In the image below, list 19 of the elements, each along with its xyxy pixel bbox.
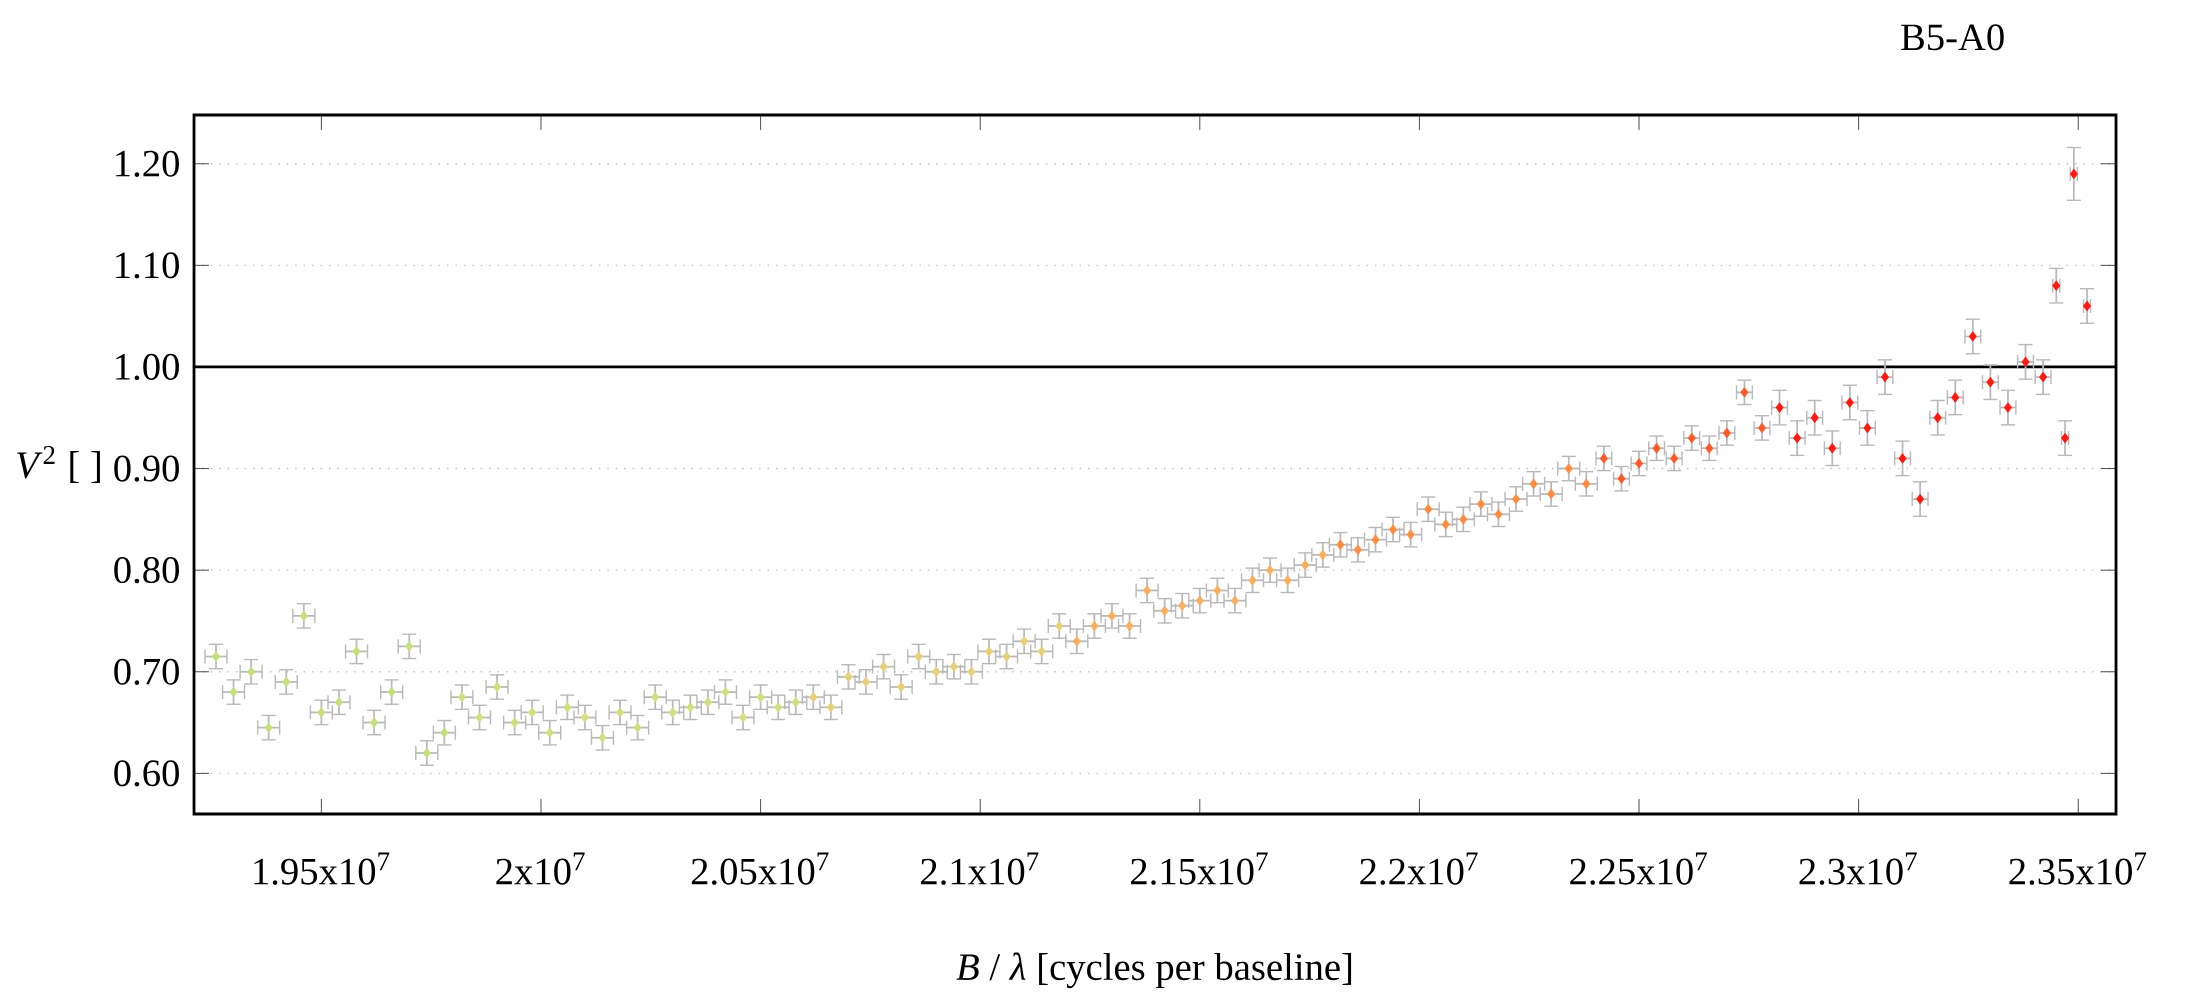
x-tick-label: 1.95x10$^{7}$: [254, 852, 390, 885]
y-tick-label: 1.10: [116, 252, 179, 279]
x-tick-label: 2.1x10$^{7}$: [921, 852, 1039, 885]
y-tick-label: 0.70: [114, 658, 179, 685]
y-tick-label: 0.90: [114, 455, 179, 482]
x-tick-label: 2.2x10$^{7}$: [1360, 852, 1478, 885]
y-axis-title: V$^{2}$ [ ]: [17, 445, 100, 484]
x-tick-label: 2.05x10$^{7}$: [691, 852, 829, 885]
y-tick-label: 0.60: [114, 760, 179, 787]
x-tick-label: 2.15x10$^{7}$: [1131, 852, 1268, 885]
x-tick-label: 2.25x10$^{7}$: [1570, 852, 1707, 885]
x-tick-label: 2x10$^{7}$: [496, 852, 585, 885]
y-tick-label: 1.20: [116, 150, 179, 177]
chart-title: B5-A0: [1901, 24, 2004, 51]
x-axis-title: B / λ [cycles per baseline]: [956, 952, 1352, 989]
x-tick-label: 2.3x10$^{7}$: [1799, 852, 1917, 885]
y-tick-label: 1.00: [116, 353, 179, 381]
x-tick-label: 2.35x10$^{7}$: [2009, 852, 2147, 885]
y-tick-label: 0.80: [114, 557, 179, 584]
